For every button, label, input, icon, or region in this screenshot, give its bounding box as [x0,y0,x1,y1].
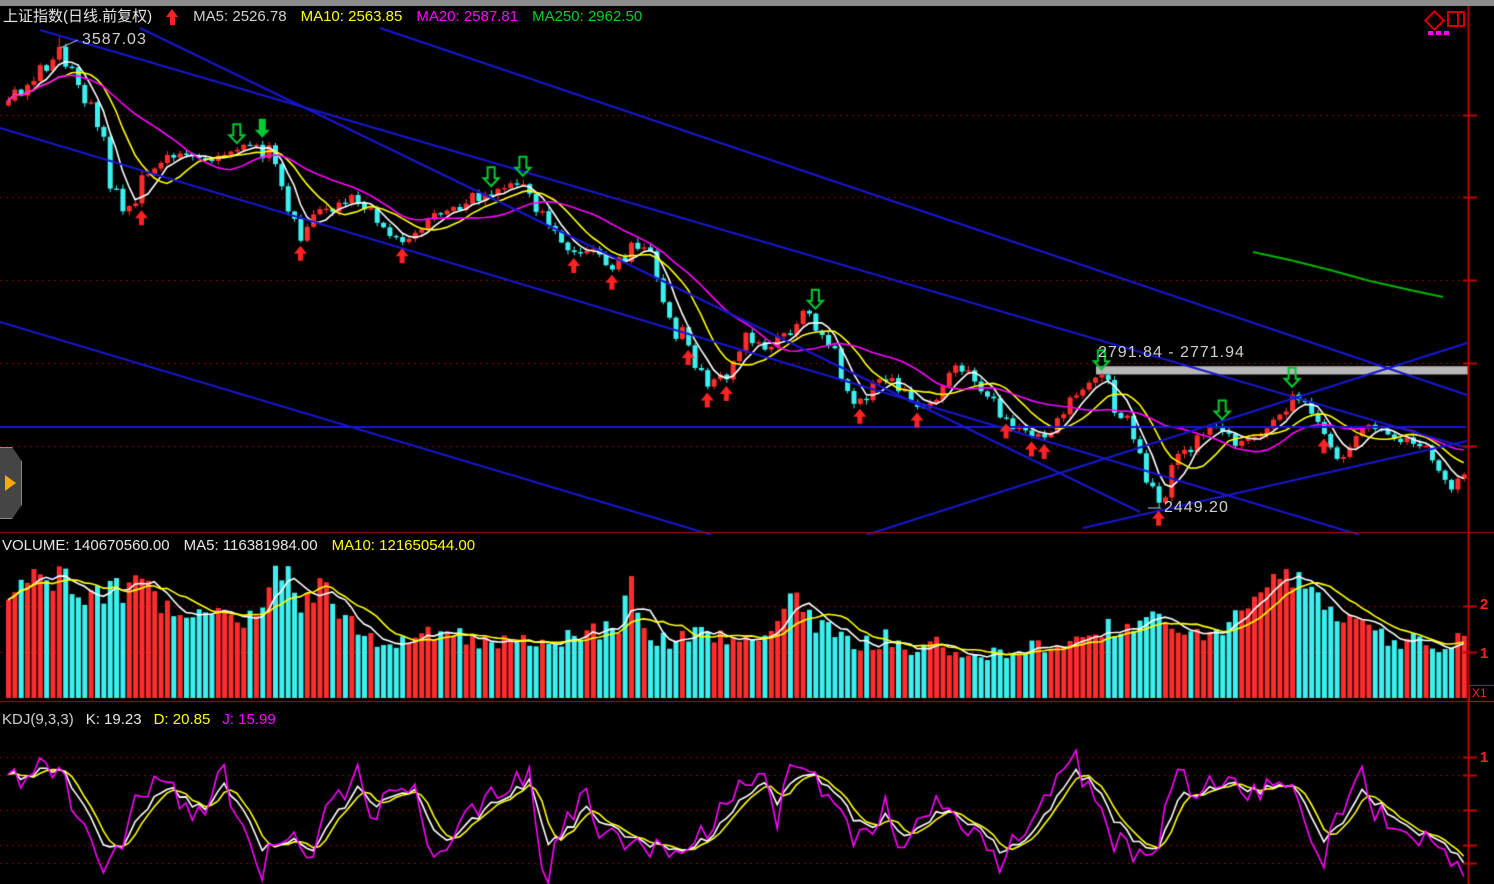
volume-axis-label-1: 1 [1480,645,1489,662]
volume-ma5-readout: MA5: 116381984.00 [183,537,318,554]
volume-readout: VOLUME: 140670560.00 [2,537,170,554]
kdj-j-readout: J: 15.99 [222,711,276,728]
ma5-readout: MA5: 2526.78 [193,8,287,25]
ma10-readout: MA10: 2563.85 [300,8,403,25]
instrument-title: 上证指数(日线.前复权) [3,8,153,25]
expand-triangle-icon [5,475,16,491]
kdj-indicator-name: KDJ(9,3,3) [2,711,74,728]
kdj-k-readout: K: 19.23 [85,711,142,728]
x1-indicator-toggle[interactable]: X1 [1469,685,1494,702]
magenta-dashes-icon[interactable] [1428,31,1449,35]
sidebar-expand-handle[interactable] [0,447,22,519]
volume-ma10-readout: MA10: 121650544.00 [331,537,476,554]
high-price-label: 3587.03 [82,31,147,48]
window-top-strip [0,0,1494,6]
kdj-pane-header: KDJ(9,3,3) K: 19.23 D: 20.85 J: 15.99 [2,711,276,728]
volume-axis-label-2: 2 [1480,596,1489,613]
low-price-label: 2449.20 [1164,499,1229,516]
volume-pane-header: VOLUME: 140670560.00 MA5: 116381984.00 M… [2,537,475,554]
ma250-readout: MA250: 2962.50 [532,8,643,25]
ma20-readout: MA20: 2587.81 [416,8,519,25]
range-price-label: 2791.84 - 2771.94 [1098,344,1245,361]
split-window-icon[interactable] [1447,11,1465,27]
price-up-arrow-icon [166,8,179,25]
kdj-axis-label-1: 1 [1480,749,1489,766]
kdj-d-readout: D: 20.85 [153,711,211,728]
main-pane-header: 上证指数(日线.前复权) MA5: 2526.78 MA10: 2563.85 … [3,8,642,25]
